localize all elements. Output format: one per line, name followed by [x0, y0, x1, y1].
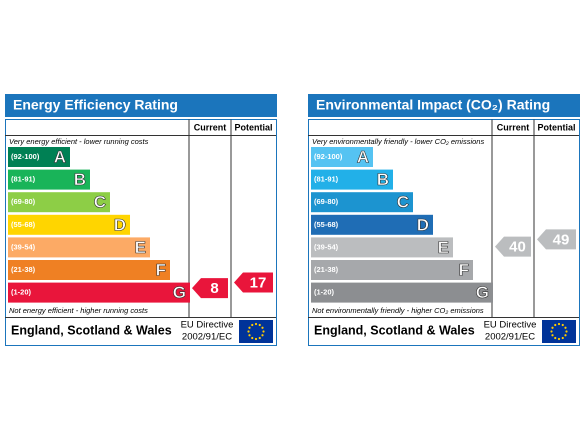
rating-value: 49: [553, 231, 570, 248]
band-range: (55-68): [11, 220, 36, 229]
band-range: (81-91): [314, 175, 339, 184]
footer-directive: EU Directive: [181, 320, 234, 331]
band-letter: D: [114, 215, 126, 234]
footer-code: 2002/91/EC: [485, 332, 535, 343]
band-bar: [311, 147, 373, 167]
eu-star: [554, 323, 557, 327]
eu-star: [564, 326, 567, 329]
band-bar: [8, 260, 170, 280]
panel-frame: [308, 119, 580, 346]
footer-code: 2002/91/EC: [182, 332, 232, 343]
rating-value: 8: [210, 280, 218, 297]
band-letter: E: [135, 238, 146, 257]
band-bar: [8, 214, 130, 235]
eu-star: [565, 330, 568, 333]
col-header: Potential: [234, 122, 272, 132]
band-bar: [8, 282, 190, 303]
eu-star: [554, 336, 557, 340]
eu-star: [561, 336, 564, 340]
band-letter: C: [94, 193, 106, 212]
eu-star: [248, 326, 251, 329]
eu-star: [564, 334, 567, 337]
band-range: (92-100): [11, 152, 40, 161]
col-header: Current: [194, 122, 227, 132]
note: Not environmentally friendly - higher CO…: [312, 306, 484, 315]
band-letter: G: [173, 283, 186, 302]
band-bar: [8, 192, 110, 213]
eu-star: [258, 323, 261, 327]
note: Very energy efficient - lower running co…: [9, 137, 149, 146]
band-range: (1-20): [11, 288, 32, 297]
eu-star: [251, 323, 254, 327]
band-bar: [311, 192, 413, 213]
panel-title: Energy Efficiency Rating: [13, 97, 178, 113]
rating-arrow: [537, 229, 576, 250]
band-bar: [8, 169, 90, 190]
band-bar: [311, 260, 473, 280]
epc-panel: Environmental Impact (CO₂) Rating Current…: [308, 94, 580, 346]
eu-star: [254, 322, 258, 326]
band-letter: F: [459, 260, 469, 279]
band-letter: F: [156, 260, 166, 279]
epc-panel: Energy Efficiency Rating Current Potential…: [5, 94, 277, 346]
panel-title: Environmental Impact (CO₂) Rating: [316, 97, 550, 113]
col-header: Potential: [537, 122, 575, 132]
eu-star: [251, 336, 254, 340]
band-range: (81-91): [11, 175, 36, 184]
band-letter: A: [357, 147, 369, 166]
eu-star: [247, 330, 250, 333]
band-range: (21-38): [314, 265, 339, 274]
band-letter: C: [397, 193, 409, 212]
band-letter: G: [476, 283, 489, 302]
band-letter: D: [417, 215, 429, 234]
band-range: (39-54): [314, 242, 339, 251]
band-bar: [311, 237, 453, 258]
eu-star: [254, 337, 258, 341]
band-range: (55-68): [314, 220, 339, 229]
rating-value: 17: [250, 274, 267, 291]
rating-value: 40: [509, 239, 526, 256]
band-bar: [311, 282, 493, 303]
eu-star: [258, 336, 261, 340]
eu-star: [262, 330, 265, 333]
band-letter: B: [377, 170, 389, 189]
band-range: (1-20): [314, 288, 335, 297]
band-bar: [8, 147, 70, 167]
band-range: (69-80): [314, 197, 339, 206]
band-bar: [8, 237, 150, 258]
eu-star: [551, 334, 554, 337]
band-range: (39-54): [11, 242, 36, 251]
rating-arrow: [234, 272, 273, 293]
rating-arrow: [192, 278, 228, 299]
band-bar: [311, 169, 393, 190]
band-letter: B: [74, 170, 86, 189]
eu-star: [551, 326, 554, 329]
band-letter: A: [54, 147, 66, 166]
note: Very environmentally friendly - lower CO…: [312, 137, 484, 146]
band-bar: [311, 214, 433, 235]
eu-star: [261, 334, 264, 337]
eu-star: [248, 334, 251, 337]
eu-flag: [239, 320, 273, 343]
note: Not energy efficient - higher running co…: [9, 306, 148, 315]
footer-region: England, Scotland & Wales: [11, 323, 172, 337]
band-letter: E: [438, 238, 449, 257]
band-range: (69-80): [11, 197, 36, 206]
eu-star: [557, 337, 561, 341]
band-range: (92-100): [314, 152, 343, 161]
eu-star: [557, 322, 561, 326]
band-range: (21-38): [11, 265, 36, 274]
footer-directive: EU Directive: [484, 320, 537, 331]
eu-star: [261, 326, 264, 329]
rating-arrow: [495, 236, 531, 257]
col-header: Current: [497, 122, 530, 132]
eu-star: [550, 330, 553, 333]
eu-star: [561, 323, 564, 327]
eu-flag: [542, 320, 576, 343]
title-bar: [5, 94, 277, 117]
footer-region: England, Scotland & Wales: [314, 323, 475, 337]
title-bar: [308, 94, 580, 117]
panel-frame: [5, 119, 277, 346]
